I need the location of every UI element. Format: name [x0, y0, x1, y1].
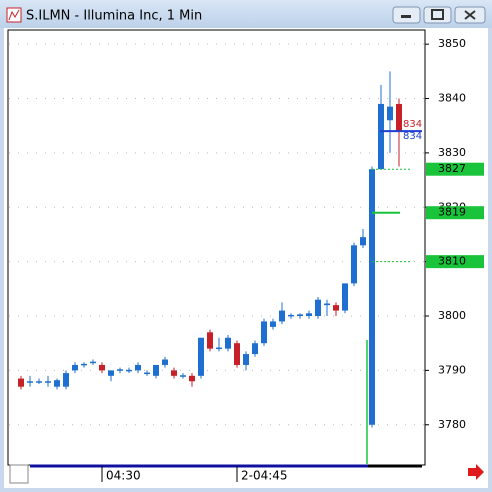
- y-tick-label: 3800: [438, 309, 466, 322]
- candle-body: [252, 343, 258, 355]
- candle-body: [216, 347, 222, 350]
- candle-body: [45, 381, 51, 383]
- candle-body: [135, 364, 141, 371]
- candle-body: [378, 103, 384, 170]
- minimize-button[interactable]: [392, 6, 421, 24]
- candle-body: [369, 169, 375, 425]
- price-label: 834: [403, 119, 422, 130]
- candle-body: [72, 364, 78, 371]
- candle-body: [351, 245, 357, 284]
- candle-body: [36, 381, 42, 383]
- candle-body: [108, 370, 114, 376]
- candle-body: [207, 332, 213, 349]
- candle-body: [153, 364, 159, 376]
- candle-body: [117, 369, 123, 371]
- x-tick-label: 2-04:45: [241, 469, 288, 483]
- candle-body: [297, 314, 303, 317]
- x-tick-label: 04:30: [106, 469, 141, 483]
- candle-body: [324, 303, 330, 306]
- y-tick-label: 3780: [438, 418, 466, 431]
- candle-body: [99, 364, 105, 371]
- candle-body: [243, 354, 249, 365]
- candle-body: [306, 313, 312, 317]
- scroll-box[interactable]: [9, 464, 29, 484]
- candle-body: [54, 380, 60, 387]
- candle-body: [360, 237, 366, 246]
- candle-body: [171, 370, 177, 376]
- price-label: 834: [403, 131, 422, 142]
- level-tag-label: 3827: [438, 162, 466, 175]
- candle-body: [261, 321, 267, 344]
- level-tag: [426, 206, 484, 220]
- window-title: S.ILMN - Illumina Inc, 1 Min: [26, 9, 202, 24]
- y-tick-label: 3840: [438, 92, 466, 105]
- close-button[interactable]: [454, 6, 486, 24]
- maximize-button[interactable]: [423, 6, 452, 24]
- candle-body: [189, 375, 195, 382]
- candle-body: [387, 106, 393, 121]
- candle-body: [333, 305, 339, 311]
- candle-body: [225, 337, 231, 349]
- candle-body: [90, 361, 96, 364]
- candle-body: [18, 378, 24, 387]
- app-icon-glyph: [8, 9, 20, 21]
- candle-body: [279, 310, 285, 322]
- plot-area: [7, 29, 426, 466]
- candle-body: [144, 372, 150, 375]
- candle-body: [270, 321, 276, 327]
- candle-body: [234, 343, 240, 365]
- candle-body: [63, 373, 69, 387]
- candle-body: [162, 359, 168, 365]
- y-tick-label: 3850: [438, 37, 466, 50]
- candle-body: [180, 375, 186, 377]
- candle-body: [288, 314, 294, 317]
- level-tag-label: 3819: [438, 206, 466, 219]
- y-tick-label: 3790: [438, 363, 466, 376]
- level-tag-label: 3810: [438, 255, 466, 268]
- candle-body: [198, 337, 204, 376]
- candle-body: [27, 381, 33, 383]
- scroll-arrow[interactable]: [468, 464, 484, 480]
- candle-body: [396, 103, 402, 132]
- candle-body: [342, 283, 348, 311]
- candle-body: [81, 363, 87, 366]
- level-tag: [426, 162, 484, 176]
- level-tag: [426, 255, 484, 269]
- candle-body: [126, 369, 132, 372]
- y-tick-label: 3830: [438, 146, 466, 159]
- candle-body: [315, 299, 321, 317]
